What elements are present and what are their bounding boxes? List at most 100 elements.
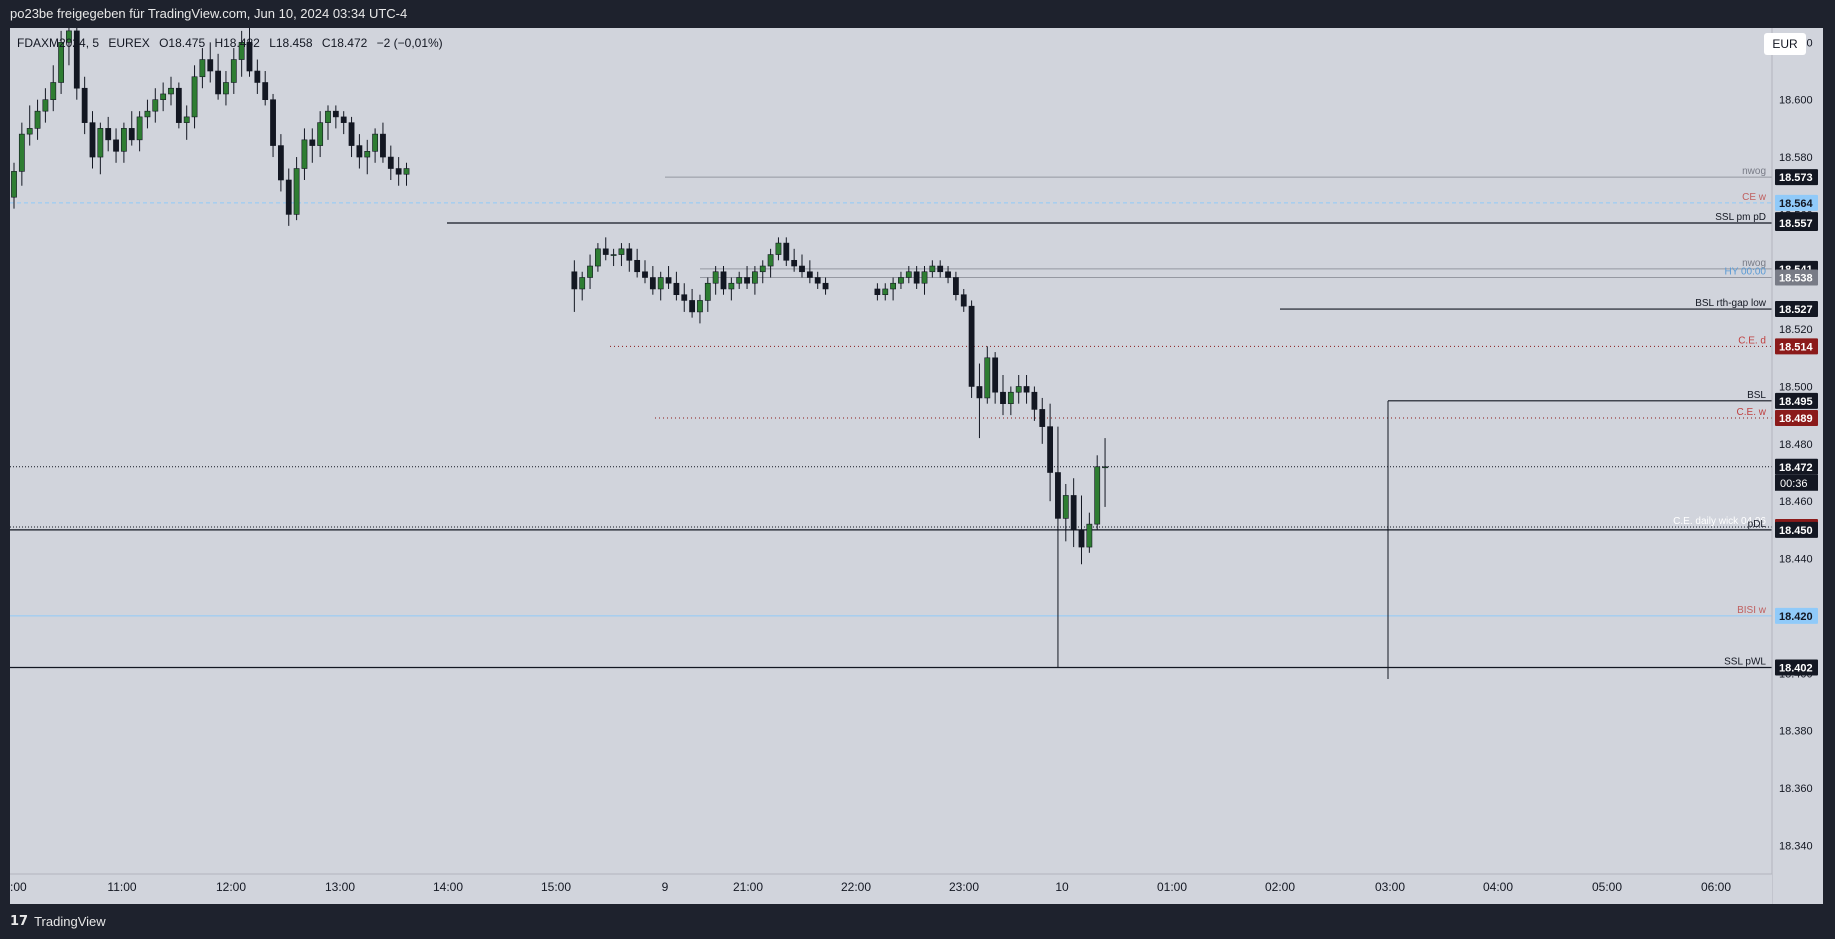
candle-body[interactable] xyxy=(332,110,339,118)
candle-body[interactable] xyxy=(81,87,88,123)
candle-body[interactable] xyxy=(144,110,151,118)
candle-body[interactable] xyxy=(66,30,72,43)
candle-body[interactable] xyxy=(783,242,790,261)
candle-body[interactable] xyxy=(73,30,80,89)
candle-body[interactable] xyxy=(293,168,300,215)
candle-body[interactable] xyxy=(152,99,159,112)
candle-body[interactable] xyxy=(720,271,727,290)
candle-body[interactable] xyxy=(681,294,688,301)
candle-body[interactable] xyxy=(618,248,625,255)
candle-body[interactable] xyxy=(1055,472,1061,519)
candle-body[interactable] xyxy=(882,288,889,296)
candle-body[interactable] xyxy=(744,277,750,284)
candle-body[interactable] xyxy=(806,271,813,278)
candle-body[interactable] xyxy=(642,271,648,278)
candle-body[interactable] xyxy=(712,271,719,284)
candle-body[interactable] xyxy=(1007,391,1014,404)
candle-body[interactable] xyxy=(898,277,904,284)
candle-body[interactable] xyxy=(704,282,711,301)
candle-body[interactable] xyxy=(128,128,135,141)
candle-body[interactable] xyxy=(751,271,758,284)
candle-body[interactable] xyxy=(1094,466,1101,525)
candle-body[interactable] xyxy=(976,386,983,399)
candle-body[interactable] xyxy=(1062,495,1069,519)
candle-body[interactable] xyxy=(921,271,928,284)
candle-body[interactable] xyxy=(736,277,743,284)
candle-body[interactable] xyxy=(1000,391,1006,404)
candle-body[interactable] xyxy=(285,179,292,215)
candle-body[interactable] xyxy=(309,139,316,146)
candle-body[interactable] xyxy=(34,110,41,129)
candle-body[interactable] xyxy=(1031,391,1038,410)
candle-body[interactable] xyxy=(791,259,798,267)
candle-body[interactable] xyxy=(1102,466,1108,469)
candle-body[interactable] xyxy=(387,156,394,169)
candle-body[interactable] xyxy=(929,265,936,273)
candle-body[interactable] xyxy=(325,110,331,123)
candle-body[interactable] xyxy=(348,122,355,146)
candle-body[interactable] xyxy=(775,242,782,255)
currency-selector[interactable]: EUR xyxy=(1764,33,1806,55)
candle-body[interactable] xyxy=(58,42,64,83)
candle-body[interactable] xyxy=(18,133,25,172)
candle-body[interactable] xyxy=(395,168,402,175)
candle-body[interactable] xyxy=(11,171,17,198)
candle-body[interactable] xyxy=(649,277,656,290)
candle-body[interactable] xyxy=(238,42,245,60)
candle-body[interactable] xyxy=(905,271,912,278)
candle-body[interactable] xyxy=(579,277,586,290)
candle-body[interactable] xyxy=(301,139,308,169)
candle-body[interactable] xyxy=(587,265,593,278)
candle-body[interactable] xyxy=(183,116,190,123)
candle-body[interactable] xyxy=(634,259,641,273)
candle-body[interactable] xyxy=(968,305,975,387)
candle-body[interactable] xyxy=(270,99,276,146)
candle-body[interactable] xyxy=(594,248,601,267)
candle-body[interactable] xyxy=(984,357,991,399)
candle-body[interactable] xyxy=(960,294,967,307)
candle-body[interactable] xyxy=(799,265,805,273)
candle-body[interactable] xyxy=(42,99,49,112)
candle-body[interactable] xyxy=(814,277,821,284)
candle-body[interactable] xyxy=(610,254,617,256)
candle-body[interactable] xyxy=(673,282,680,296)
candle-body[interactable] xyxy=(121,128,127,152)
candle-body[interactable] xyxy=(26,128,33,135)
candle-body[interactable] xyxy=(759,265,766,273)
candle-body[interactable] xyxy=(937,265,944,273)
tradingview-logo[interactable]: 17 TradingView xyxy=(10,914,106,929)
candle-body[interactable] xyxy=(1078,529,1085,548)
candle-body[interactable] xyxy=(207,59,214,72)
candle-body[interactable] xyxy=(215,70,221,95)
candle-body[interactable] xyxy=(364,151,371,158)
candle-body[interactable] xyxy=(952,277,959,296)
candle-body[interactable] xyxy=(822,282,829,290)
candle-body[interactable] xyxy=(1015,386,1022,393)
candle-body[interactable] xyxy=(689,300,695,313)
candle-body[interactable] xyxy=(230,59,237,83)
candle-body[interactable] xyxy=(913,271,920,284)
candle-body[interactable] xyxy=(372,133,378,152)
candle-body[interactable] xyxy=(1047,426,1053,473)
candle-body[interactable] xyxy=(223,82,229,95)
candle-body[interactable] xyxy=(254,70,261,83)
legend-symbol[interactable]: FDAXM2024, 5 xyxy=(17,36,100,50)
candle-body[interactable] xyxy=(160,93,167,100)
candle-body[interactable] xyxy=(105,128,112,141)
candle-body[interactable] xyxy=(945,271,951,278)
candle-body[interactable] xyxy=(191,76,198,118)
candle-body[interactable] xyxy=(626,248,633,261)
candle-body[interactable] xyxy=(1070,495,1077,531)
candle-body[interactable] xyxy=(1023,386,1030,393)
candle-body[interactable] xyxy=(992,357,999,393)
candle-body[interactable] xyxy=(380,133,386,158)
chart-area[interactable]: nwog CE w SSL pm pD nwog HY 00:00 BSL rth-gap… xyxy=(10,28,1823,904)
candle-body[interactable] xyxy=(874,288,881,296)
candle-body[interactable] xyxy=(97,128,104,158)
candle-body[interactable] xyxy=(665,277,672,284)
candle-body[interactable] xyxy=(136,116,143,141)
candle-body[interactable] xyxy=(890,282,896,290)
candle-body[interactable] xyxy=(728,282,735,290)
candle-body[interactable] xyxy=(262,82,269,100)
candle-body[interactable] xyxy=(89,122,96,158)
